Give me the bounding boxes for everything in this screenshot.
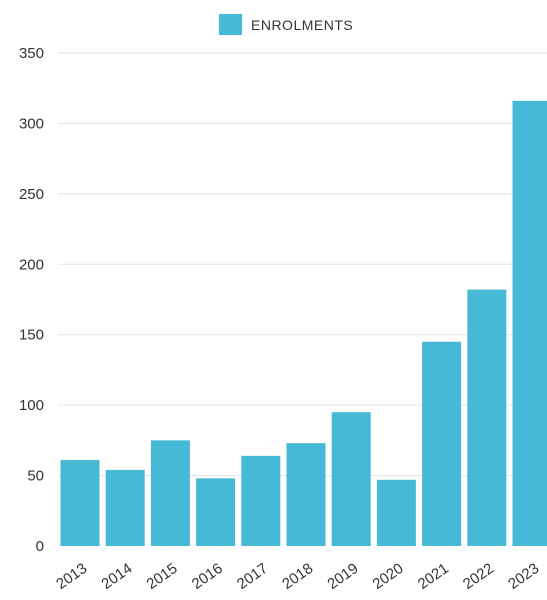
x-tick-label-2016: 2016 <box>189 560 226 593</box>
legend-swatch-enrolments <box>219 14 242 35</box>
x-tick-label-2014: 2014 <box>98 560 135 593</box>
bar-2021[interactable] <box>422 341 462 546</box>
y-tick-label-50: 50 <box>27 468 44 485</box>
y-tick-label-0: 0 <box>36 538 44 555</box>
bar-2016[interactable] <box>196 478 236 546</box>
bar-2022[interactable] <box>467 289 507 546</box>
x-tick-label-2013: 2013 <box>53 560 90 593</box>
legend[interactable]: ENROLMENTS <box>219 14 353 35</box>
y-tick-label-300: 300 <box>19 115 44 132</box>
gridlines <box>58 52 547 477</box>
y-tick-label-100: 100 <box>19 397 44 414</box>
bar-2019[interactable] <box>331 412 371 546</box>
x-tick-label-2022: 2022 <box>460 560 497 593</box>
y-axis-tick-labels: 0 50 100 150 200 250 300 350 <box>19 45 44 555</box>
bars <box>60 100 547 547</box>
y-tick-label-250: 250 <box>19 186 44 203</box>
x-tick-label-2020: 2020 <box>370 560 407 593</box>
y-tick-label-150: 150 <box>19 327 44 344</box>
bar-2023[interactable] <box>512 100 547 547</box>
x-tick-label-2021: 2021 <box>415 560 452 593</box>
x-tick-label-2015: 2015 <box>144 560 181 593</box>
x-tick-label-2017: 2017 <box>234 560 271 593</box>
y-tick-label-200: 200 <box>19 256 44 273</box>
x-tick-label-2019: 2019 <box>324 560 361 593</box>
bar-2014[interactable] <box>105 469 145 546</box>
bar-2013[interactable] <box>60 460 100 546</box>
legend-label-enrolments: ENROLMENTS <box>251 17 353 33</box>
x-tick-label-2023: 2023 <box>505 560 542 593</box>
bar-2017[interactable] <box>241 455 281 546</box>
bar-2015[interactable] <box>150 440 190 546</box>
x-tick-label-2018: 2018 <box>279 560 316 593</box>
y-tick-label-350: 350 <box>19 45 44 62</box>
bar-2018[interactable] <box>286 443 326 546</box>
x-axis-tick-labels: 2013 2014 2015 2016 2017 2018 2019 2020 2021 2022… <box>53 560 542 593</box>
bar-2020[interactable] <box>376 479 416 546</box>
